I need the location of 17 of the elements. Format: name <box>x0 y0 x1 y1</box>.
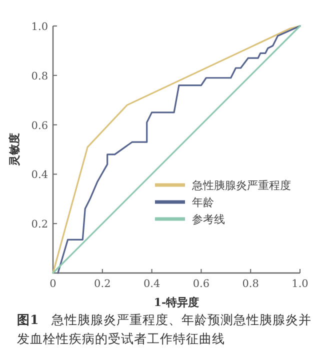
x-tick-label: 0.2 <box>94 278 111 290</box>
y-tick-label: 0.6 <box>31 120 48 132</box>
y-tick-label: 0.8 <box>31 70 48 82</box>
x-tick-label: 1.0 <box>292 278 308 290</box>
legend-label: 参考线 <box>192 213 225 226</box>
legend-label: 急性胰腺炎严重程度 <box>191 179 291 192</box>
text: 图1 急性胰腺炎严重程度、年龄预测急性胰腺炎并发血栓性疾病的受试者工作特征曲线 <box>17 312 312 346</box>
x-tick-label: 0.6 <box>192 278 210 290</box>
x-tick-label: 0.4 <box>143 278 160 290</box>
y-tick-label: 0.2 <box>31 218 48 231</box>
y-tick-label: 0.4 <box>31 169 48 182</box>
legend-label: 年龄 <box>192 196 214 209</box>
x-tick-label: 0.8 <box>242 278 259 290</box>
y-tick-label: 1.0 <box>31 21 48 33</box>
x-tick-label: 0 <box>50 278 56 290</box>
x-axis-title: 1-特异度 <box>154 296 200 309</box>
y-axis-title: 灵敏度 <box>8 133 21 167</box>
